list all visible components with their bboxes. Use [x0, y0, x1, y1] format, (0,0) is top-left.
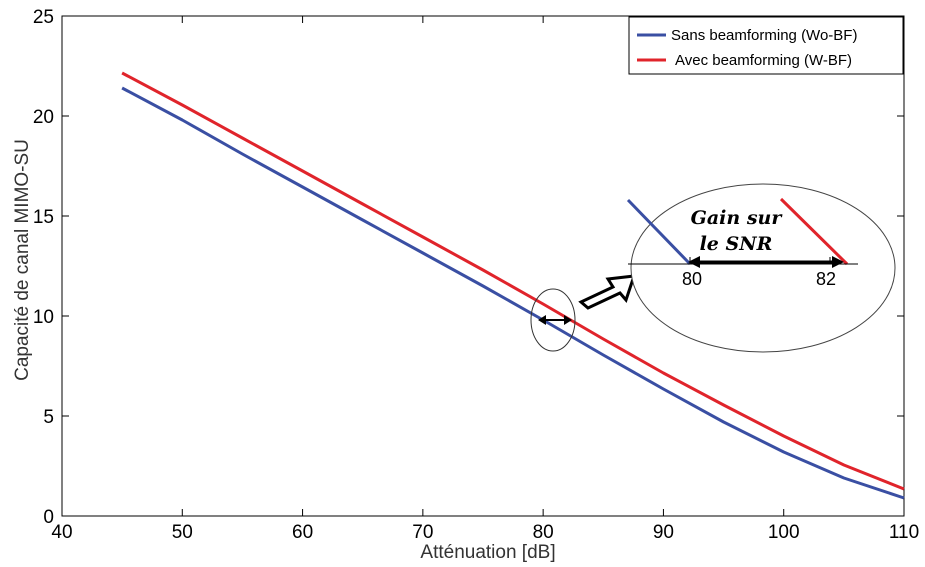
x-tick-label: 50: [172, 522, 193, 543]
y-ticks: 0 5 10 15 20 25: [33, 7, 904, 528]
zoom-pointer-arrow: [578, 274, 637, 310]
x-axis-label: Atténuation [dB]: [420, 542, 555, 563]
x-ticks: 40 50 60 70 80 90 100 110: [51, 16, 919, 543]
zoom-tick-label-82: 82: [816, 269, 836, 289]
legend: Sans beamforming (Wo-BF) Avec beamformin…: [628, 16, 904, 75]
x-tick-label: 70: [412, 522, 433, 543]
y-tick-label: 25: [33, 7, 54, 28]
x-tick-label: 100: [768, 522, 800, 543]
small-double-arrow: [538, 315, 572, 325]
x-tick-label: 80: [533, 522, 554, 543]
annotation-gain-line1: Gain sur: [691, 207, 784, 229]
zoom-line-red: [779, 197, 849, 266]
y-tick-label: 10: [33, 307, 54, 328]
series-lines: [121, 71, 905, 500]
zoom-line-blue: [626, 198, 692, 266]
zoom-ellipse: [630, 183, 896, 353]
legend-label-blue: Sans beamforming (Wo-BF): [671, 27, 857, 44]
zoom-double-arrow: [688, 256, 844, 268]
x-tick-label: 90: [653, 522, 674, 543]
y-tick-label: 20: [33, 107, 54, 128]
y-tick-label: 5: [43, 407, 54, 428]
y-tick-label: 0: [43, 507, 54, 528]
legend-box: [628, 16, 904, 75]
y-axis-label: Capacité de canal MIMO-SU: [12, 139, 33, 381]
x-tick-label: 40: [51, 522, 72, 543]
zoom-source-circle: [530, 288, 576, 352]
legend-label-red: Avec beamforming (W-BF): [675, 52, 852, 69]
series-line-sans-beamforming: [121, 86, 905, 500]
series-line-avec-beamforming: [121, 71, 905, 491]
x-tick-label: 60: [292, 522, 313, 543]
zoom-tick-label-80: 80: [682, 269, 702, 289]
y-tick-label: 15: [33, 207, 54, 228]
annotation-gain-line2: le SNR: [700, 233, 773, 255]
x-tick-label: 110: [889, 522, 919, 543]
